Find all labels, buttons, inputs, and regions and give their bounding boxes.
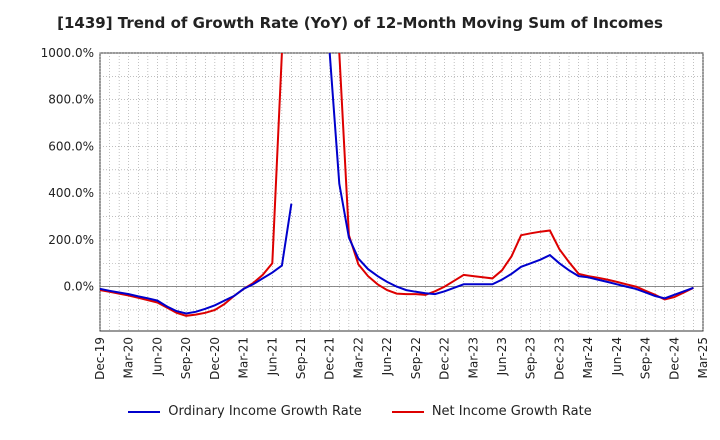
x-tick-label: Dec-19 bbox=[93, 337, 107, 380]
x-tick-label: Sep-22 bbox=[409, 337, 423, 379]
legend: Ordinary Income Growth Rate Net Income G… bbox=[0, 404, 720, 419]
y-tick-label: 1000.0% bbox=[41, 46, 94, 60]
legend-label-ordinary: Ordinary Income Growth Rate bbox=[168, 404, 362, 419]
legend-item-ordinary: Ordinary Income Growth Rate bbox=[128, 404, 362, 419]
chart-title: [1439] Trend of Growth Rate (YoY) of 12-… bbox=[57, 14, 663, 32]
legend-swatch-net bbox=[391, 410, 424, 413]
x-tick-label: Mar-23 bbox=[466, 337, 480, 378]
y-tick-label: 600.0% bbox=[48, 139, 94, 153]
x-tick-label: Dec-23 bbox=[552, 337, 566, 380]
x-tick-label: Sep-20 bbox=[179, 337, 193, 379]
x-tick-label: Dec-22 bbox=[438, 337, 452, 380]
x-tick-label: Mar-22 bbox=[351, 337, 365, 378]
series-line-ordinary-income bbox=[328, 53, 694, 300]
series-line-net-income bbox=[338, 53, 694, 301]
x-tick-label: Jun-21 bbox=[265, 337, 279, 376]
legend-item-net: Net Income Growth Rate bbox=[391, 404, 592, 419]
x-tick-label: Dec-20 bbox=[208, 337, 222, 380]
y-tick-label: 800.0% bbox=[48, 93, 94, 107]
x-tick-label: Sep-21 bbox=[294, 337, 308, 379]
y-tick-label: 0.0% bbox=[64, 280, 95, 294]
x-tick-label: Sep-24 bbox=[639, 337, 653, 379]
legend-label-net: Net Income Growth Rate bbox=[431, 404, 592, 419]
x-tick-label: Jun-20 bbox=[150, 337, 164, 376]
y-tick-label: 200.0% bbox=[48, 233, 94, 247]
y-tick-label: 400.0% bbox=[48, 186, 94, 200]
x-tick-label: Mar-20 bbox=[122, 337, 136, 378]
x-tick-label: Mar-25 bbox=[696, 337, 710, 378]
x-tick-label: Mar-24 bbox=[581, 337, 595, 378]
x-tick-label: Jun-22 bbox=[380, 337, 394, 376]
x-tick-label: Sep-23 bbox=[524, 337, 538, 379]
x-tick-label: Mar-21 bbox=[237, 337, 251, 378]
x-tick-label: Dec-24 bbox=[667, 337, 681, 380]
x-tick-label: Jun-23 bbox=[495, 337, 509, 376]
x-tick-label: Dec-21 bbox=[323, 337, 337, 380]
legend-swatch-ordinary bbox=[128, 410, 161, 413]
series-line-ordinary-income bbox=[100, 203, 293, 315]
x-tick-label: Jun-24 bbox=[610, 337, 624, 376]
